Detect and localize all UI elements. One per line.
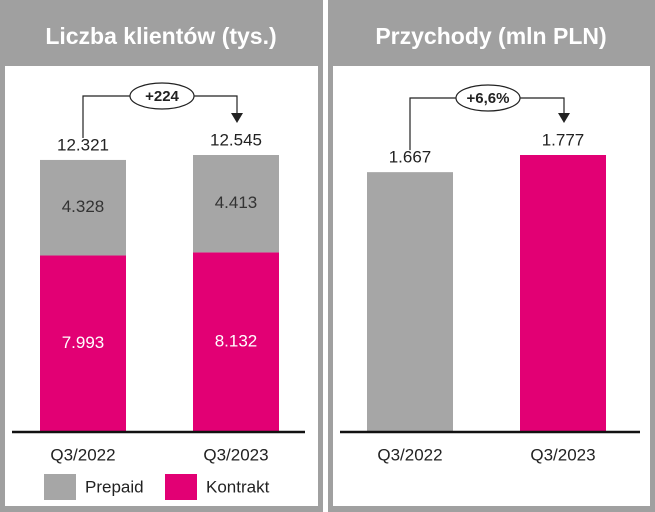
annotation-connector	[82, 95, 130, 138]
bar-segment	[193, 155, 279, 253]
legend-label: Kontrakt	[206, 477, 270, 496]
annotation-bubble	[129, 82, 195, 110]
annotation-connector	[194, 95, 238, 121]
x-tick-label: Q3/2023	[530, 445, 595, 464]
data-label: 4.328	[62, 197, 105, 216]
x-tick-label: Q3/2022	[377, 445, 442, 464]
bar-segment	[40, 255, 126, 432]
annotation-arrow	[231, 113, 243, 123]
legend-swatch	[44, 474, 76, 500]
bar	[520, 155, 606, 432]
legend-swatch	[165, 474, 197, 500]
annotation: +224	[145, 88, 179, 105]
data-label: 1.777	[542, 130, 585, 149]
data-label: 7.993	[62, 333, 105, 352]
annotation-arrow	[558, 113, 570, 123]
annotation-connector	[409, 97, 456, 151]
annotation: +6,6%	[467, 90, 510, 107]
bar	[367, 172, 453, 432]
data-label: 1.667	[389, 148, 432, 167]
total-label: 12.321	[57, 135, 109, 154]
x-tick-label: Q3/2023	[203, 445, 268, 464]
chart-title: Przychody (mln PLN)	[375, 23, 606, 49]
data-label: 8.132	[215, 332, 258, 351]
bar-segment	[193, 252, 279, 432]
total-label: 12.545	[210, 130, 262, 149]
chart-title: Liczba klientów (tys.)	[45, 23, 276, 49]
bar-segment	[40, 159, 126, 256]
x-tick-label: Q3/2022	[50, 445, 115, 464]
data-label: 4.413	[215, 193, 258, 212]
legend-label: Prepaid	[85, 477, 144, 496]
annotation-bubble	[455, 84, 521, 112]
